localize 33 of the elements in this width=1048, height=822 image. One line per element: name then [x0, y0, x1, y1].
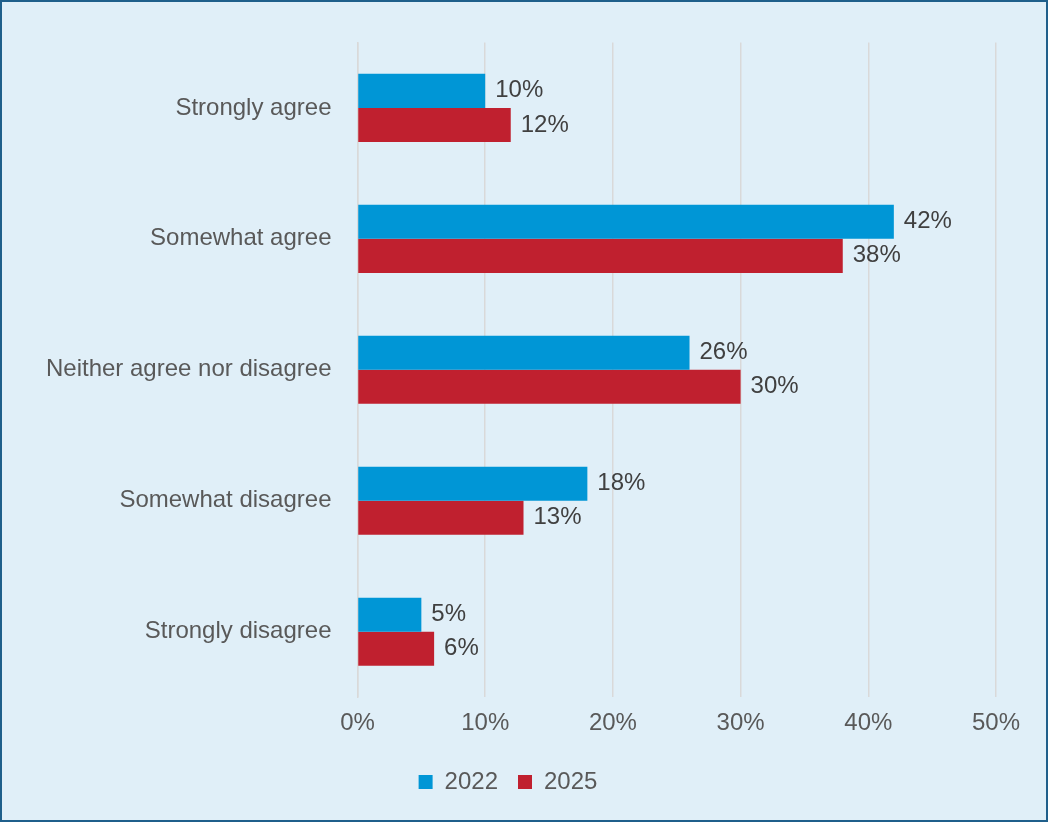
legend-label: 2025: [544, 766, 598, 794]
bar: [358, 73, 486, 108]
data-label: 13%: [533, 502, 582, 530]
x-tick-label: 10%: [461, 708, 510, 736]
bar: [358, 204, 894, 239]
x-tick-label: 30%: [716, 708, 765, 736]
bar: [358, 107, 511, 142]
data-label: 6%: [444, 633, 479, 661]
x-tick-label: 0%: [340, 708, 375, 736]
data-label: 12%: [520, 109, 569, 137]
x-tick-label: 20%: [588, 708, 637, 736]
data-label: 10%: [495, 75, 544, 103]
y-tick-label: Strongly disagree: [144, 616, 332, 644]
bar: [358, 238, 843, 273]
data-label: 30%: [750, 371, 799, 399]
bar: [358, 335, 690, 370]
bar: [358, 369, 741, 404]
data-label: 42%: [903, 206, 952, 234]
data-label: 38%: [852, 240, 901, 268]
bar: [358, 500, 524, 535]
x-tick-label: 50%: [971, 708, 1021, 736]
data-label: 5%: [431, 599, 467, 627]
y-tick-label: Neither agree nor disagree: [45, 354, 332, 382]
x-tick-label: 40%: [844, 708, 893, 736]
bar: [358, 631, 435, 666]
bar: [358, 466, 588, 501]
data-label: 26%: [699, 337, 748, 365]
y-tick-label: Strongly agree: [175, 92, 332, 120]
y-tick-label: Somewhat agree: [150, 223, 332, 251]
legend-label: 2022: [444, 766, 498, 794]
y-tick-label: Somewhat disagree: [119, 485, 332, 513]
data-label: 18%: [597, 468, 646, 496]
bar: [358, 597, 422, 632]
